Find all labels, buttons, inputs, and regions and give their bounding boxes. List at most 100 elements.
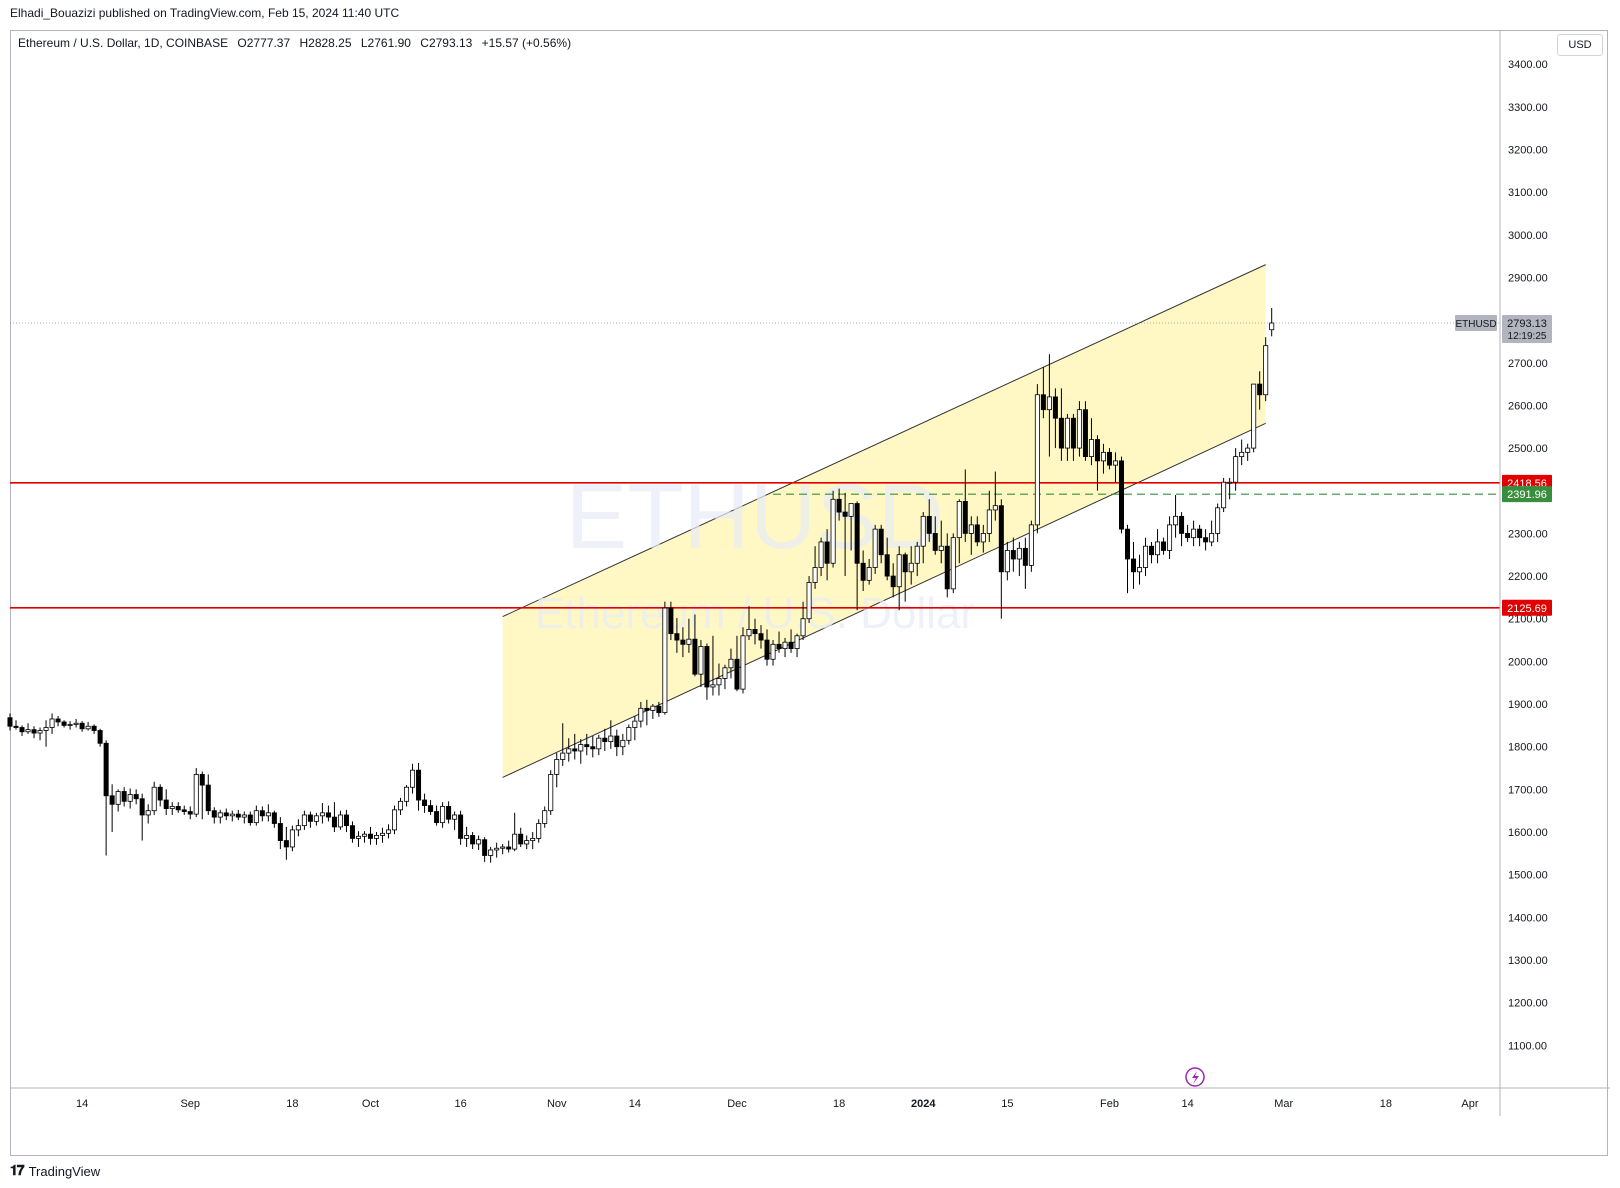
candle <box>373 832 379 845</box>
candle <box>193 768 199 818</box>
candle-body <box>1064 417 1070 449</box>
candle <box>1251 383 1257 453</box>
x-tick-label: Oct <box>362 1098 379 1110</box>
candle <box>644 699 650 726</box>
candle <box>157 784 163 807</box>
axes-layer: 3400.00 3300.00 3200.00 3100.00 3000.00 2900.… <box>10 30 1610 1116</box>
candle <box>806 576 812 623</box>
candle <box>349 821 355 843</box>
candle <box>956 499 962 564</box>
candle <box>446 801 452 824</box>
candle <box>133 789 139 805</box>
candle <box>1203 529 1209 551</box>
candle <box>824 529 830 581</box>
candle-body <box>1124 528 1131 560</box>
candle-body <box>530 838 536 841</box>
candle <box>55 715 61 727</box>
candle <box>566 738 572 762</box>
breakout-tag-bg <box>1502 486 1552 503</box>
candle <box>638 701 644 728</box>
candle <box>764 629 770 666</box>
candle <box>428 800 434 815</box>
candle <box>91 724 97 734</box>
candle-body <box>602 737 608 742</box>
candle-body <box>1149 545 1155 556</box>
candle-body <box>181 809 187 812</box>
candle <box>1046 354 1052 457</box>
candle-body <box>854 503 860 564</box>
candle <box>830 490 836 568</box>
candle <box>1010 537 1016 572</box>
candle-body <box>1040 394 1046 411</box>
candle-body <box>379 832 386 836</box>
candle-body <box>446 806 452 820</box>
currency-selector[interactable]: USD <box>1557 34 1603 56</box>
candle <box>404 785 410 807</box>
candle <box>325 805 331 822</box>
candle-body <box>578 744 584 752</box>
candle <box>914 541 920 577</box>
candle <box>49 713 55 734</box>
candle-body <box>1203 537 1209 543</box>
y-tick-label: 1600.00 <box>1508 827 1548 839</box>
candle-body <box>1263 345 1269 396</box>
candle-body <box>464 835 470 839</box>
candle <box>229 810 235 822</box>
candle <box>1227 477 1233 500</box>
candle-body <box>422 799 428 806</box>
candle-body <box>398 800 404 811</box>
candle <box>974 516 980 547</box>
candle-body <box>1118 460 1124 530</box>
candle-body <box>800 618 806 637</box>
candle-body <box>1185 533 1191 539</box>
candle <box>488 846 494 863</box>
candle-body <box>764 639 770 660</box>
candle-body <box>692 638 698 675</box>
candle <box>560 723 566 766</box>
candle-body <box>752 628 758 635</box>
candle <box>578 739 584 764</box>
y-tick-label: 1400.00 <box>1508 912 1548 924</box>
candle <box>812 546 818 589</box>
candle <box>1106 448 1112 470</box>
candle <box>283 826 289 860</box>
candle <box>866 559 872 585</box>
candle-body <box>404 786 410 802</box>
candle-body <box>205 784 211 812</box>
candle-body <box>313 815 319 822</box>
candle-body <box>109 795 115 805</box>
candle-body <box>49 718 55 728</box>
candle <box>277 817 283 850</box>
candle <box>121 787 127 807</box>
candle-body <box>872 528 878 568</box>
candle <box>187 806 193 820</box>
candle <box>632 715 638 741</box>
candle-body <box>1221 481 1227 509</box>
x-tick-label: Nov <box>547 1098 567 1110</box>
candle <box>728 648 734 679</box>
candle-body <box>512 833 518 850</box>
legend-change: +15.57 (+0.56%) <box>481 36 572 50</box>
candle <box>572 733 578 760</box>
candle <box>253 805 259 826</box>
candle <box>704 643 710 700</box>
candle-body <box>986 509 992 534</box>
candle-body <box>1269 322 1275 331</box>
candle-body <box>175 806 181 811</box>
candle-body <box>1022 547 1028 566</box>
legend-high: H2828.25 <box>299 36 352 50</box>
legend-open: O2777.37 <box>237 36 291 50</box>
x-tick-label: 16 <box>454 1098 466 1110</box>
candle-body <box>560 752 566 760</box>
x-tick-label: Feb <box>1100 1098 1119 1110</box>
support-tag: 2125.69 <box>1502 599 1552 616</box>
candle <box>926 499 932 542</box>
candle <box>776 631 782 653</box>
candle <box>1197 524 1203 547</box>
candle-body <box>488 849 494 856</box>
support-tag-bg <box>1502 599 1552 616</box>
candle-body <box>91 725 97 731</box>
chart-frame <box>10 30 1608 1156</box>
candle <box>313 812 319 826</box>
